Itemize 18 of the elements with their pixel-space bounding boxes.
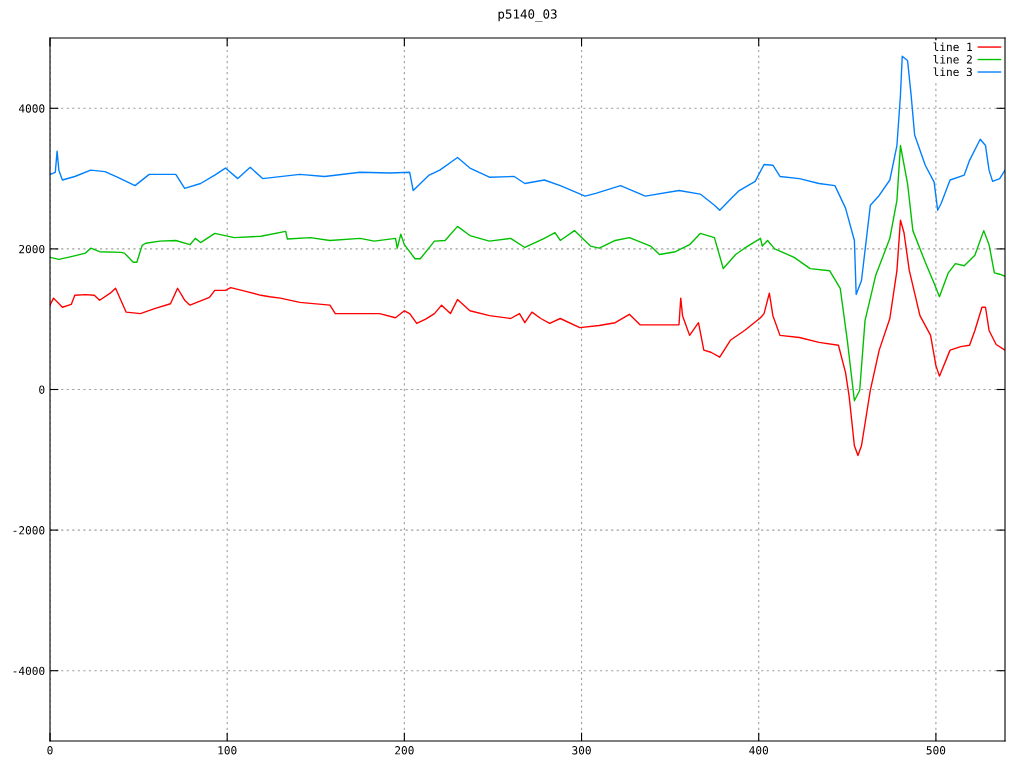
y-tick-label: -2000: [13, 526, 45, 535]
x-tick-label: 400: [749, 746, 769, 755]
x-tick-label: 500: [926, 746, 946, 755]
x-tick-label: 300: [572, 746, 591, 755]
y-tick-label: 0: [39, 385, 45, 394]
line-series: [50, 219, 1005, 457]
legend-label: line 3: [933, 67, 972, 77]
chart-title: p5140_03: [498, 9, 557, 22]
y-tick-label: 4000: [18, 104, 45, 113]
x-tick-label: 200: [395, 746, 414, 755]
y-tick-label: -4000: [13, 666, 45, 676]
legend-label: line 1: [933, 42, 973, 52]
line-series: [50, 55, 1005, 296]
y-tick-label: 2000: [19, 244, 45, 254]
legend-label: line 2: [933, 54, 972, 64]
line-series: [50, 144, 1005, 402]
x-tick-label: 100: [218, 746, 237, 755]
x-tick-label: 0: [47, 746, 53, 755]
